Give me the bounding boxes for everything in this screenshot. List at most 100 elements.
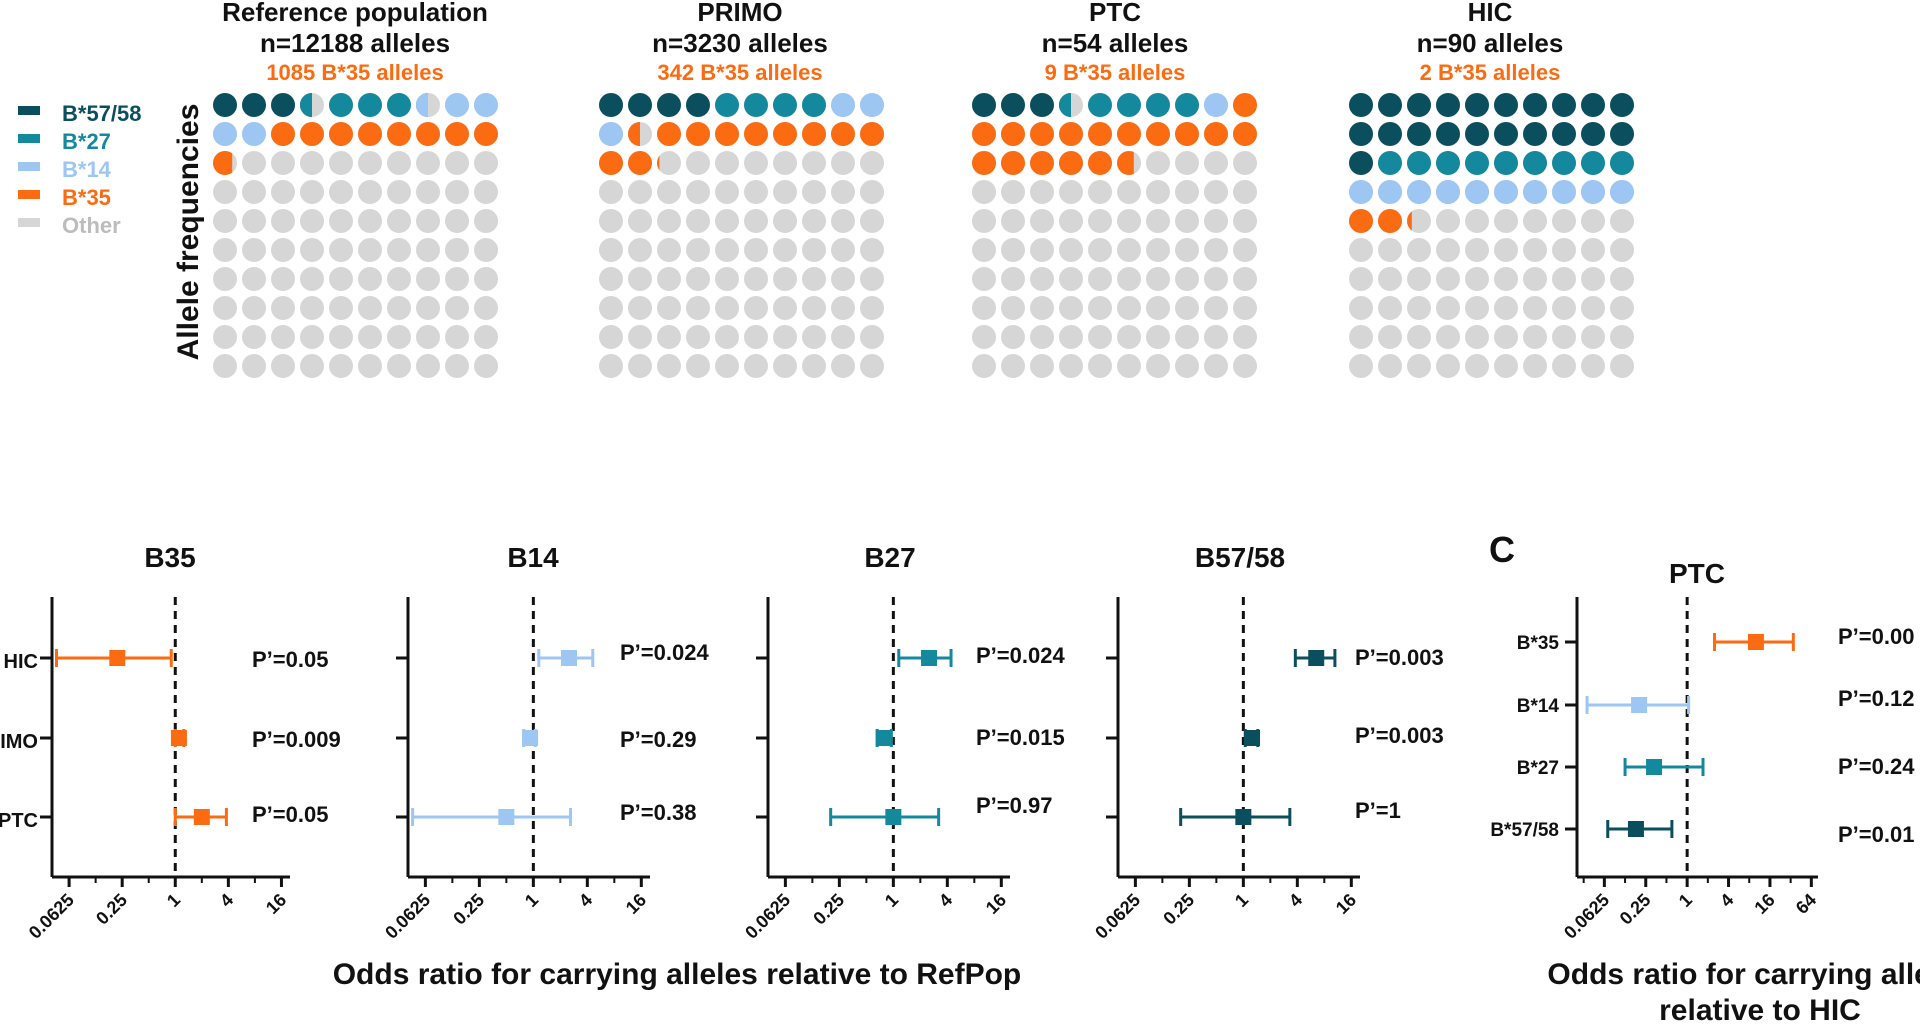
forest-row-ptc: P’=0.05 (173, 802, 328, 827)
allele-dot (1407, 122, 1431, 146)
allele-dot (831, 238, 855, 262)
allele-dot (474, 151, 498, 175)
allele-dot (1001, 238, 1025, 262)
allele-dot (831, 325, 855, 349)
panel-a-header-hic: HIC n=90 alleles 2 B*35 alleles (1417, 0, 1564, 85)
odds-ratio-marker (1631, 697, 1648, 713)
allele-dot (1494, 209, 1518, 233)
allele-dot (1088, 325, 1112, 349)
allele-dot (1001, 180, 1025, 204)
allele-dot (1494, 325, 1518, 349)
allele-dot (213, 180, 237, 204)
panel-a-legend: B*57/58 B*27 B*14 B*35 Other Allele freq… (18, 101, 205, 360)
allele-dot (1001, 209, 1025, 233)
allele-dot (474, 209, 498, 233)
allele-dot (1436, 151, 1460, 175)
allele-dot (1523, 180, 1547, 204)
allele-dot (1059, 296, 1083, 320)
allele-dot (1001, 296, 1025, 320)
p-value-label: P’=0.015 (976, 725, 1065, 750)
allele-dot (686, 180, 710, 204)
allele-dot (1030, 122, 1054, 146)
allele-dot (1030, 209, 1054, 233)
allele-dot (271, 325, 295, 349)
allele-dot (715, 93, 739, 117)
allele-dot (686, 209, 710, 233)
allele-dot (599, 325, 623, 349)
allele-dot (300, 180, 324, 204)
allele-dot (831, 93, 855, 117)
group-title: Reference population (222, 0, 488, 27)
forest-plot-b27: 0.0625 0.25 1 4 16 P’=0.024 P’=0.015 P’=0.97 (741, 597, 1065, 943)
allele-dot (1378, 325, 1402, 349)
allele-dot (416, 267, 440, 291)
allele-dot (715, 122, 739, 146)
group-b35-count: 1085 B*35 alleles (266, 60, 443, 85)
group-b35-count: 342 B*35 alleles (657, 60, 822, 85)
allele-dot (213, 325, 237, 349)
legend-label-other: Other (62, 213, 121, 238)
allele-dot (1175, 151, 1199, 175)
forest-title-b27: B27 (864, 542, 915, 573)
allele-dot (1204, 267, 1228, 291)
allele-dot (1233, 93, 1257, 117)
allele-dot (1523, 238, 1547, 262)
allele-dot (860, 180, 884, 204)
allele-dot (831, 354, 855, 378)
p-value-label: P’=0.12 (1838, 686, 1914, 711)
x-tick-label: 0.0625 (741, 890, 794, 943)
allele-dot (860, 325, 884, 349)
allele-dot (242, 180, 266, 204)
allele-dot (1204, 93, 1228, 117)
allele-dot (715, 354, 739, 378)
allele-dot (1523, 122, 1547, 146)
allele-dot (1059, 93, 1083, 117)
allele-dot (773, 296, 797, 320)
allele-dot (1378, 267, 1402, 291)
allele-dot (1146, 93, 1170, 117)
allele-dot (744, 354, 768, 378)
allele-dot (329, 209, 353, 233)
allele-dot (657, 93, 681, 117)
allele-dot (1146, 180, 1170, 204)
p-value-label: P’=0.00 (1838, 624, 1914, 649)
allele-dot (1233, 151, 1257, 175)
allele-dot (1059, 122, 1083, 146)
allele-dot (271, 238, 295, 262)
allele-dot (599, 122, 623, 146)
allele-dot (773, 151, 797, 175)
allele-dot (972, 122, 996, 146)
allele-dot (416, 151, 440, 175)
legend-swatch-other (18, 218, 40, 227)
allele-dot (628, 238, 652, 262)
allele-dot (773, 238, 797, 262)
allele-dot (300, 354, 324, 378)
odds-ratio-marker (1308, 650, 1325, 666)
allele-dot (1175, 325, 1199, 349)
allele-dot (1117, 267, 1141, 291)
allele-dot (1494, 267, 1518, 291)
allele-dot (744, 296, 768, 320)
allele-dot (1610, 354, 1634, 378)
allele-dot (1349, 238, 1373, 262)
allele-dot (445, 267, 469, 291)
allele-dot (213, 122, 237, 146)
forest-row-hic: P’=0.05 (55, 647, 328, 672)
allele-dot (1494, 354, 1518, 378)
x-tick-label: 16 (262, 890, 290, 918)
x-tick-label: 1 (881, 890, 902, 911)
allele-dot (242, 238, 266, 262)
x-tick-label: 0.25 (1616, 890, 1655, 929)
allele-dot (802, 93, 826, 117)
allele-dot (1059, 267, 1083, 291)
allele-dot (1204, 151, 1228, 175)
group-title: PRIMO (697, 0, 782, 27)
allele-dot (972, 93, 996, 117)
allele-dot (1378, 238, 1402, 262)
allele-dot (1117, 180, 1141, 204)
allele-dot (445, 93, 469, 117)
allele-dot (1088, 267, 1112, 291)
allele-dot (213, 93, 237, 117)
allele-dot (1436, 180, 1460, 204)
allele-dot (802, 209, 826, 233)
